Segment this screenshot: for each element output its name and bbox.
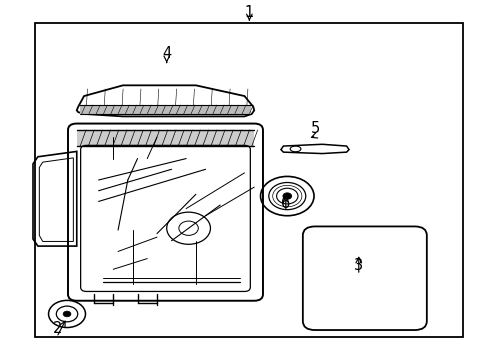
Bar bbox=[35, 23, 462, 337]
Text: 4: 4 bbox=[162, 46, 171, 61]
Text: 5: 5 bbox=[310, 121, 319, 136]
Text: 1: 1 bbox=[244, 5, 253, 19]
Circle shape bbox=[63, 311, 71, 317]
Text: 6: 6 bbox=[281, 196, 290, 211]
Text: 3: 3 bbox=[353, 258, 363, 273]
Bar bbox=[77, 130, 254, 146]
Text: 2: 2 bbox=[53, 321, 62, 336]
Bar bbox=[80, 105, 251, 114]
Circle shape bbox=[283, 193, 291, 199]
